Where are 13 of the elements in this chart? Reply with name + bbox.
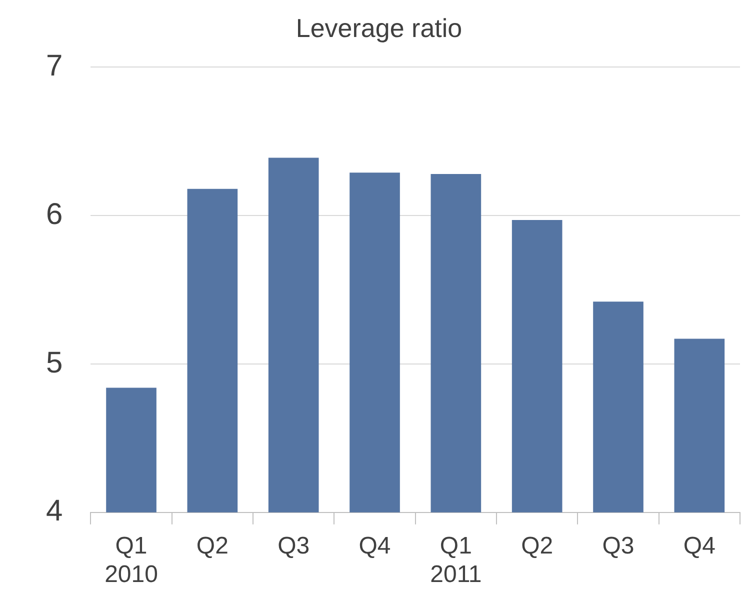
x-tick-label: Q2 xyxy=(196,532,228,560)
x-tick-label: Q4 xyxy=(358,532,391,560)
x-tick-label: Q3 xyxy=(278,532,310,560)
y-tick-label: 7 xyxy=(46,49,63,82)
chart-title: Leverage ratio xyxy=(296,12,462,43)
x-tick-label: Q1 2011 xyxy=(430,532,482,588)
y-tick-label: 4 xyxy=(46,494,63,528)
x-tick-label: Q3 xyxy=(602,532,634,560)
y-tick-label: 5 xyxy=(46,346,63,380)
x-tick-label: Q2 xyxy=(521,532,554,560)
x-tick-label: Q4 xyxy=(683,532,716,560)
x-tick-label: Q1 2010 xyxy=(104,532,158,588)
y-tick-label: 6 xyxy=(46,198,63,231)
